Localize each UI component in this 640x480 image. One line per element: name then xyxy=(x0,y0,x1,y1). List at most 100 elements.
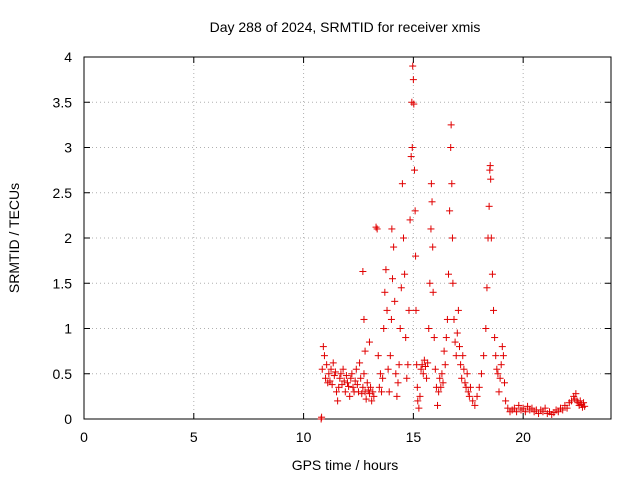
data-point xyxy=(399,234,407,242)
data-point xyxy=(430,334,438,342)
x-tick-label: 0 xyxy=(80,429,88,445)
data-point xyxy=(410,100,418,108)
data-point xyxy=(331,368,339,376)
data-point xyxy=(435,388,443,396)
data-point xyxy=(464,388,472,396)
data-point xyxy=(359,267,367,275)
data-point xyxy=(386,352,394,360)
x-axis-label: GPS time / hours xyxy=(292,457,399,473)
data-point xyxy=(397,284,405,292)
data-point xyxy=(393,392,401,400)
data-point xyxy=(488,270,496,278)
data-point xyxy=(394,379,402,387)
data-point xyxy=(446,207,454,215)
data-point xyxy=(449,279,457,287)
data-points xyxy=(317,62,589,423)
data-point xyxy=(327,365,335,373)
data-point xyxy=(333,388,341,396)
data-point xyxy=(348,370,356,378)
data-point xyxy=(457,361,465,369)
data-point xyxy=(450,315,458,323)
data-point xyxy=(379,374,387,382)
data-point xyxy=(510,404,518,412)
data-point xyxy=(496,374,504,382)
data-point xyxy=(554,408,562,416)
data-point xyxy=(381,288,389,296)
data-point xyxy=(528,404,536,412)
axis-tick-labels: 0 5 10 15 20 0 0.5 1 1.5 2 2.5 3 3.5 4 xyxy=(53,49,532,445)
data-point xyxy=(580,399,588,407)
y-tick-label: 2.5 xyxy=(53,185,73,201)
data-point xyxy=(426,279,434,287)
x-tick-label: 5 xyxy=(190,429,198,445)
data-point xyxy=(438,370,446,378)
data-point xyxy=(395,361,403,369)
data-point xyxy=(471,401,479,409)
data-point xyxy=(320,352,328,360)
data-point xyxy=(387,315,395,323)
data-point xyxy=(319,343,327,351)
data-point xyxy=(362,395,370,403)
data-point xyxy=(392,370,400,378)
data-point xyxy=(447,144,455,151)
data-point xyxy=(447,121,455,129)
data-point xyxy=(576,397,584,405)
data-point xyxy=(424,359,432,367)
data-point xyxy=(497,361,505,369)
data-point xyxy=(367,383,375,391)
data-point xyxy=(334,397,342,405)
data-point xyxy=(412,252,420,260)
data-point xyxy=(339,365,347,373)
data-point xyxy=(513,408,521,416)
data-point xyxy=(351,377,359,385)
data-point xyxy=(572,390,580,398)
y-tick-label: 0.5 xyxy=(53,366,73,382)
data-point xyxy=(388,225,396,233)
data-point xyxy=(419,370,427,378)
data-point xyxy=(338,381,346,389)
data-point xyxy=(448,234,456,242)
data-point xyxy=(492,352,500,360)
axis-ticks xyxy=(83,56,611,420)
data-point xyxy=(370,392,378,400)
data-point xyxy=(439,379,447,387)
data-point xyxy=(414,397,422,405)
data-point xyxy=(402,334,410,342)
data-point xyxy=(411,207,419,215)
data-point xyxy=(491,334,499,342)
data-point xyxy=(385,388,393,396)
data-point xyxy=(483,284,491,292)
data-point xyxy=(405,306,413,314)
data-point xyxy=(337,370,345,378)
x-tick-label: 20 xyxy=(515,429,531,445)
data-point xyxy=(519,404,527,412)
data-point xyxy=(502,397,510,405)
data-point xyxy=(442,334,450,342)
data-point xyxy=(336,374,344,382)
data-point xyxy=(408,144,416,151)
data-point xyxy=(454,306,462,314)
data-point xyxy=(416,392,424,400)
data-point xyxy=(436,374,444,382)
data-point xyxy=(412,306,420,314)
data-point xyxy=(359,383,367,391)
chart-title: Day 288 of 2024, SRMTID for receiver xmi… xyxy=(210,19,481,35)
data-point xyxy=(524,402,532,410)
data-point xyxy=(451,338,459,346)
data-point xyxy=(465,392,473,400)
data-point xyxy=(581,402,589,410)
data-point xyxy=(344,379,351,387)
data-point xyxy=(480,352,488,360)
data-point xyxy=(417,365,425,373)
data-point xyxy=(429,243,437,251)
data-point xyxy=(427,225,435,233)
data-point xyxy=(345,382,353,390)
data-point xyxy=(494,370,502,378)
data-point xyxy=(493,365,501,373)
data-point xyxy=(380,325,388,332)
data-point xyxy=(409,62,417,70)
data-point xyxy=(501,379,509,387)
data-point xyxy=(318,413,326,421)
data-point xyxy=(443,315,451,323)
